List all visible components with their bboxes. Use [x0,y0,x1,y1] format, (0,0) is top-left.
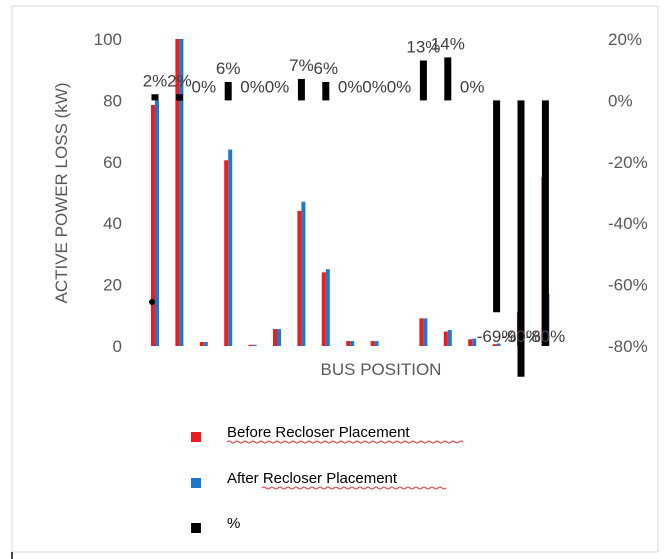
bar-after [179,39,184,346]
left-axis-ticks: 0 20 40 60 80 100 [94,30,122,356]
bar-after [252,344,257,346]
y-tick-label: 80 [103,91,122,110]
spellcheck-underline [261,486,447,490]
bar-after [350,341,355,346]
bar-after [228,149,233,346]
y2-tick-label: -80% [608,337,648,356]
y2-tick-label: 0% [608,91,633,110]
percent-label: 13% [406,37,440,56]
y-tick-label: 60 [103,153,122,172]
bar-after [325,269,330,346]
bar-percent [419,60,427,101]
bar-after [472,338,477,346]
bar-before [297,210,302,346]
bar-before [468,339,473,346]
bar-percent [517,100,525,377]
bar-before [419,318,424,346]
bar-before [321,272,326,346]
bar-percent [541,100,549,347]
bar-before [151,105,155,346]
spellcheck-underline [226,440,464,444]
bar-percent [444,57,452,101]
percent-label: -69% [477,327,517,346]
chart-border [11,5,659,553]
percent-label: 0% [460,77,485,96]
legend-label-after: After Recloser Placement [227,470,398,487]
bar-before [248,344,253,346]
bar-after [155,100,159,347]
percent-label: 0% [362,77,387,96]
bar-percent [322,81,330,101]
bar-after [301,201,306,346]
legend-label-before: Before Recloser Placement [227,424,410,441]
bar-before [443,331,448,346]
y2-tick-label: -60% [608,276,648,295]
percent-label: 6% [314,59,339,78]
bar-before [273,329,277,346]
bar-before [346,341,351,346]
percent-label: 0% [338,77,363,96]
marker-dot [149,299,155,305]
legend-swatch-percent [191,523,201,533]
bar-after [203,342,208,346]
x-axis-title: BUS POSITION [321,360,442,379]
y-tick-label: 100 [94,30,122,49]
legend: Before Recloser Placement After Recloser… [191,424,464,533]
percent-label: -90% [501,327,541,346]
bar-after [277,329,281,346]
percent-label: 0% [265,77,290,96]
bar-after [423,318,428,346]
legend-swatch-after [191,478,201,488]
y2-tick-label: -40% [608,214,648,233]
percent-label: 0% [240,77,265,96]
percent-label: 2% [143,71,168,90]
series-after [155,39,550,347]
y-axis-title: ACTIVE POWER LOSS (kW) [52,82,71,303]
legend-swatch-before [191,432,201,442]
percent-label: 0% [192,77,217,96]
bar-after [374,341,379,346]
bar-after [496,343,501,346]
bar-after [447,330,452,346]
percent-label: 7% [289,56,314,75]
bar-before [199,342,204,346]
bar-before [175,39,180,346]
y-tick-label: 20 [103,276,122,295]
y-tick-label: 0 [113,337,122,356]
bar-before [224,160,229,346]
bar-before [370,341,375,346]
percent-label: 2% [167,71,192,90]
percent-label: 0% [387,77,412,96]
marker-dot [177,95,183,101]
y-tick-label: 40 [103,214,122,233]
percent-label: -80% [526,327,566,346]
percent-data-labels: 2% 2% 0%6%0% 0%7% 6%0% 0% 0%13%14%0%-69%-90%-8… [143,34,566,345]
bar-percent [224,81,232,101]
legend-label-percent: % [227,515,240,532]
bar-percent [493,100,501,313]
percent-label: 14% [431,34,465,53]
bar-before [492,344,497,346]
bar-percent [297,78,305,101]
y2-tick-label: -20% [608,153,648,172]
y2-tick-label: 20% [608,30,642,49]
percent-label: 6% [216,59,241,78]
right-axis-ticks: -80% -60% -40% -20% 0% 20% [608,30,648,356]
bar-percent [151,94,159,101]
